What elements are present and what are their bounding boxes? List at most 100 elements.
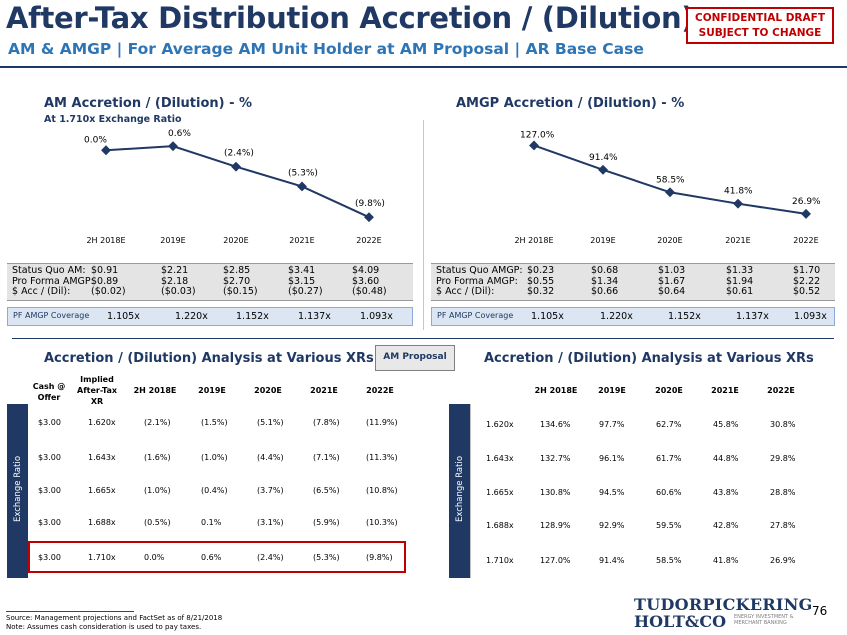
am-accretion-chart: 0.0% 2H 2018E 0.6% 2019E (2.4%) 2020E (5.3%) 20… (84, 129, 385, 245)
am-proposal-button[interactable]: AM Proposal (375, 345, 455, 371)
am-data-point (168, 141, 178, 152)
am-status-quo-value: $2.85 (223, 265, 251, 276)
am-status-label: $ Acc / (Dil): (12, 286, 71, 297)
value-cell: (5.3%) (313, 553, 340, 562)
amgp-data-label: 91.4% (589, 153, 618, 163)
amgp-acc-dil-value: $0.61 (726, 286, 754, 297)
xr-cell: 1.688x (486, 521, 514, 530)
value-cell: 62.7% (656, 420, 682, 429)
am-data-label: (2.4%) (224, 149, 254, 159)
right-year-header: 2021E (711, 386, 739, 395)
value-cell: 130.8% (540, 488, 571, 497)
left-exchange-ratio-bar (7, 404, 28, 578)
value-cell: (10.8%) (366, 486, 398, 495)
page-subtitle: AM & AMGP | For Average AM Unit Holder a… (8, 40, 644, 58)
amgp-data-label: 127.0% (520, 130, 555, 140)
value-cell: (6.5%) (313, 486, 340, 495)
proposal-row-highlight (28, 541, 406, 573)
am-data-point (231, 161, 241, 172)
am-data-point (364, 212, 374, 223)
value-cell: 30.8% (770, 420, 796, 429)
value-cell: 134.6% (540, 420, 571, 429)
am-pro-forma-value: $2.18 (161, 275, 189, 287)
am-status-col: $4.09 $3.60 ($0.48) (352, 265, 387, 298)
value-cell: 128.9% (540, 521, 571, 530)
cash-cell: $3.00 (38, 453, 61, 462)
amgp-status-quo-value: $1.03 (658, 265, 686, 276)
section-divider-mid (12, 338, 834, 339)
value-cell: (5.1%) (257, 418, 284, 427)
am-data-label: (5.3%) (288, 168, 318, 178)
confidential-badge: CONFIDENTIAL DRAFT SUBJECT TO CHANGE (686, 7, 834, 44)
implied-header-line: Implied (80, 375, 114, 384)
value-cell: 58.5% (656, 556, 682, 565)
value-cell: 91.4% (599, 556, 625, 565)
am-status-labels: Status Quo AM: Pro Forma AMGP: $ Acc / (… (12, 265, 94, 298)
amgp-status-labels: Status Quo AMGP: Pro Forma AMGP: $ Acc /… (436, 265, 523, 298)
value-cell: (1.5%) (201, 418, 228, 427)
amgp-data-point (529, 140, 539, 151)
amgp-coverage-value: 1.152x (668, 311, 701, 322)
amgp-coverage-value: 1.105x (531, 311, 564, 322)
am-chart-subtitle: At 1.710x Exchange Ratio (44, 114, 182, 125)
am-data-point (297, 181, 307, 192)
amgp-data-point (801, 208, 811, 219)
amgp-coverage-value: 1.137x (736, 311, 769, 322)
right-year-header: 2019E (598, 386, 626, 395)
am-x-tick-label: 2H 2018E (86, 236, 125, 245)
am-status-label: Status Quo AM: (12, 265, 86, 276)
amgp-status-col: $1.33 $1.94 $0.61 (726, 265, 754, 298)
am-x-tick-label: 2019E (160, 236, 185, 245)
value-cell: (5.9%) (313, 518, 340, 527)
value-cell: 92.9% (599, 521, 625, 530)
value-cell: 96.1% (599, 454, 625, 463)
am-coverage-value: 1.220x (175, 311, 208, 322)
am-data-label: 0.6% (168, 129, 191, 139)
am-chart-title: AM Accretion / (Dilution) - % (44, 96, 253, 111)
right-year-header: 2020E (655, 386, 683, 395)
am-coverage-row: PF AMGP Coverage 1.105x 1.220x 1.152x 1.… (7, 307, 413, 326)
am-status-quo-value: $3.41 (288, 265, 316, 276)
amgp-status-label: $ Acc / (Dil): (436, 286, 495, 297)
value-cell: 26.9% (770, 556, 796, 565)
value-cell: 29.8% (770, 454, 796, 463)
left-exchange-ratio-label: Exchange Ratio (13, 455, 23, 523)
amgp-pro-forma-value: $1.94 (726, 275, 754, 287)
am-pro-forma-value: $3.60 (352, 275, 380, 287)
value-cell: (9.8%) (366, 553, 393, 562)
value-cell: 44.8% (713, 454, 739, 463)
am-coverage-value: 1.152x (236, 311, 269, 322)
amgp-coverage-value: 1.093x (794, 311, 827, 322)
am-status-quo-value: $4.09 (352, 265, 380, 276)
section-divider (423, 120, 424, 330)
value-cell: (0.5%) (144, 518, 171, 527)
xr-cell: 1.620x (88, 418, 116, 427)
footnote-rule (6, 611, 134, 612)
amgp-status-label: Pro Forma AMGP: (436, 275, 518, 287)
am-data-label: (9.8%) (355, 199, 385, 209)
value-cell: 59.5% (656, 521, 682, 530)
value-cell: (7.8%) (313, 418, 340, 427)
value-cell: (10.3%) (366, 518, 398, 527)
am-status-quo-value: $0.91 (91, 265, 119, 276)
am-status-col: $2.21 $2.18 ($0.03) (161, 265, 196, 298)
amgp-acc-dil-value: $0.66 (591, 286, 619, 297)
am-status-label: Pro Forma AMGP: (12, 275, 94, 287)
tph-logo-line2: HOLT&CO (634, 612, 727, 631)
cash-offer-header: Cash @ Offer (30, 381, 68, 403)
amgp-coverage-label: PF AMGP Coverage (437, 311, 514, 320)
cash-header-line: Offer (37, 393, 61, 402)
cash-cell: $3.00 (38, 418, 61, 427)
am-x-tick-label: 2021E (289, 236, 314, 245)
amgp-status-col: $1.70 $2.22 $0.52 (793, 265, 821, 298)
page-number: 76 (812, 604, 828, 618)
assumption-note: Note: Assumes cash consideration is used… (6, 623, 202, 631)
amgp-data-label: 41.8% (724, 187, 753, 197)
right-exchange-ratio-bar (449, 404, 470, 578)
value-cell: 97.7% (599, 420, 625, 429)
amgp-acc-dil-value: $0.52 (793, 286, 821, 297)
amgp-pro-forma-value: $2.22 (793, 275, 821, 287)
am-acc-dil-value: ($0.15) (223, 286, 258, 297)
amgp-x-tick-label: 2020E (657, 236, 682, 245)
xr-cell: 1.710x (486, 556, 514, 565)
